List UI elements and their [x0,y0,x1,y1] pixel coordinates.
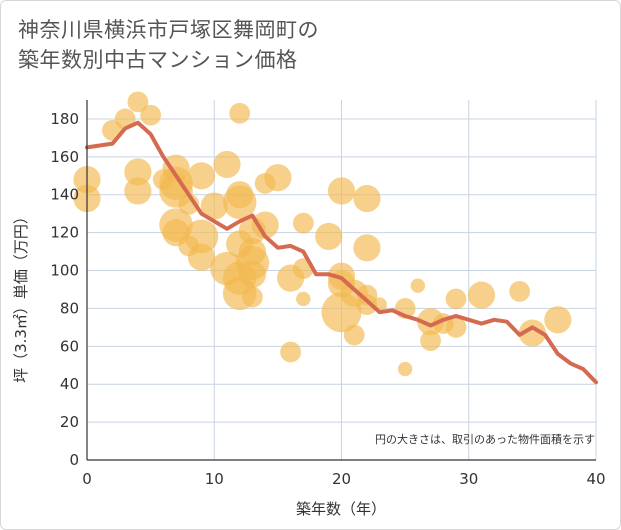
bubble-point [353,234,381,262]
trend-layer [85,120,598,385]
bubble-point [420,330,441,352]
bubble-point [124,158,152,186]
x-tick-label: 40 [586,470,605,488]
x-tick-label: 0 [82,470,92,488]
bubble-point [445,316,467,338]
bubble-point [251,211,279,239]
bubble-point [140,104,162,126]
trend-line [85,120,598,385]
y-axis-label: 坪（3.3㎡）単価（万円） [12,209,30,383]
y-tick-label: 100 [50,262,79,280]
page-title: 神奈川県横浜市戸塚区舞岡町の 築年数別中古マンション価格 [18,15,319,75]
bubble-point [127,91,149,113]
axes [86,100,596,461]
bubble-point [213,150,241,179]
bubble-point [184,219,219,254]
bubble-point [296,291,311,307]
bubble-point [518,319,546,347]
bubble-point [187,162,216,190]
bubble-layer [73,91,572,377]
title-line-2: 築年数別中古マンション価格 [18,48,298,72]
x-tick-label: 30 [459,470,478,488]
y-tick-label: 80 [60,299,79,317]
y-tick-label: 120 [50,224,79,242]
y-tick-label: 40 [60,375,79,393]
size-note: 円の大きさは、取引のあった物件面積を示す [375,432,595,446]
bubble-point [343,324,365,346]
bubble-point [467,281,496,309]
bubble-point [445,288,467,310]
bubble-point [200,192,228,220]
bubble-point [544,306,572,334]
x-tick-label: 10 [205,470,224,488]
tick-labels: 0 20 40 60 80 100 120 140 160 180 0 10 20 30 40 [50,110,605,488]
bubble-point [353,184,381,213]
x-tick-label: 20 [332,470,351,488]
y-tick-label: 180 [50,110,79,128]
bubble-point [280,341,301,363]
bubble-point [222,185,257,220]
bubble-point [509,280,531,302]
bubble-point [410,278,426,293]
bubble-point [187,243,216,271]
bubble-point [315,222,343,251]
y-tick-label: 0 [69,451,79,469]
bubble-point [238,260,267,288]
y-tick-label: 60 [60,337,79,355]
bubble-point [229,102,251,124]
title-line-1: 神奈川県横浜市戸塚区舞岡町の [18,18,319,42]
bubble-point [327,177,356,205]
x-axis-label: 築年数（年） [296,500,386,518]
bubble-point [397,361,413,377]
y-tick-label: 20 [60,413,79,431]
bubble-point [356,294,378,316]
bubble-point [292,212,314,234]
y-tick-label: 160 [50,148,79,166]
bubble-point [242,286,263,308]
y-tick-label: 140 [50,186,79,204]
bubble-point [264,164,292,192]
bubble-point [124,177,152,205]
